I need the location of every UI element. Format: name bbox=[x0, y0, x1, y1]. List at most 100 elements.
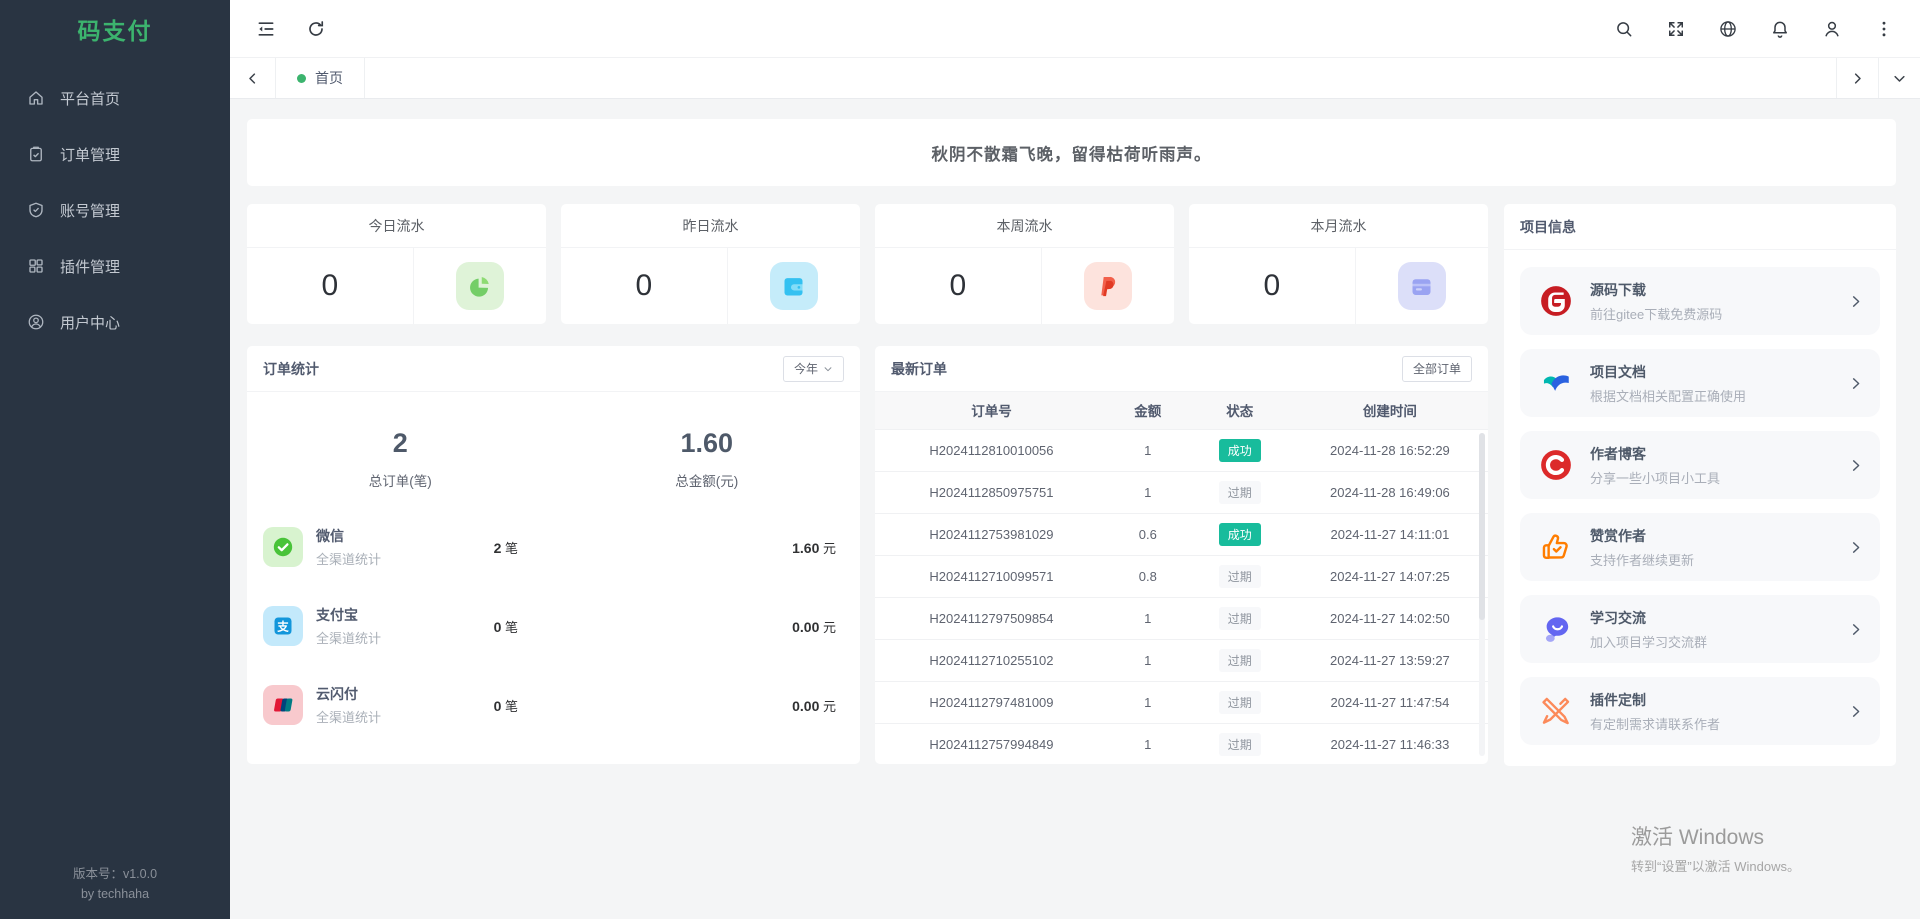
svg-text:支: 支 bbox=[276, 619, 289, 633]
stat-card-value: 0 bbox=[561, 248, 728, 324]
order-no: H2024112710099571 bbox=[875, 554, 1108, 597]
header-icon[interactable] bbox=[1874, 19, 1894, 39]
project-info-item[interactable]: 学习交流 加入项目学习交流群 bbox=[1520, 595, 1880, 663]
order-amount: 1 bbox=[1107, 638, 1188, 681]
total-value: 2 bbox=[392, 428, 408, 458]
range-select[interactable]: 今年 bbox=[782, 355, 844, 382]
shield-check-icon bbox=[27, 201, 45, 219]
channel-name: 支付宝 bbox=[316, 607, 358, 623]
channel-name: 云闪付 bbox=[316, 686, 358, 702]
order-amount: 0.6 bbox=[1107, 512, 1188, 555]
header-icon[interactable] bbox=[306, 19, 326, 39]
docs-icon bbox=[1537, 364, 1575, 402]
stat-card-value: 0 bbox=[1189, 248, 1356, 324]
channel-list: 微信 全渠道统计 2 笔 1.60 元 支 bbox=[247, 496, 860, 726]
tabs-back-button[interactable] bbox=[230, 58, 276, 98]
project-info-title: 项目信息 bbox=[1520, 218, 1576, 235]
order-created-at: 2024-11-28 16:52:29 bbox=[1291, 428, 1488, 471]
stat-card-title: 本月流水 bbox=[1189, 204, 1488, 248]
header-icon[interactable] bbox=[1666, 19, 1686, 39]
channel-amount: 0.00 元 bbox=[792, 618, 836, 635]
sidebar-item[interactable]: 账号管理 bbox=[0, 182, 230, 238]
project-info-item[interactable]: 源码下载 前往gitee下载免费源码 bbox=[1520, 267, 1880, 335]
channel-row: 云闪付 全渠道统计 0 笔 0.00 元 bbox=[263, 684, 836, 726]
order-stats-title: 订单统计 bbox=[263, 360, 319, 377]
latest-orders-panel: 最新订单 全部订单 订单号 金额 状态 bbox=[875, 346, 1488, 764]
tab-home[interactable]: 首页 bbox=[276, 58, 365, 98]
version-text: 版本号：v1.0.0 bbox=[72, 866, 158, 881]
order-amount: 1 bbox=[1107, 428, 1188, 471]
order-row: H2024112810010056 1 成功 2024-11-28 16:52:… bbox=[875, 428, 1488, 471]
sidebar-menu: 平台首页 订单管理 账号管理 插件管理 bbox=[0, 70, 230, 350]
custom-tools-icon bbox=[1537, 692, 1575, 730]
order-no: H2024112810010056 bbox=[875, 428, 1108, 471]
order-amount: 1 bbox=[1107, 722, 1188, 764]
channel-count: 0 笔 bbox=[493, 697, 519, 714]
home-icon bbox=[27, 89, 45, 107]
project-item-title: 源码下载 bbox=[1590, 281, 1646, 298]
tabs-menu-button[interactable] bbox=[1878, 58, 1920, 98]
sidebar-footer: 版本号：v1.0.0 by techhaha bbox=[0, 864, 230, 905]
total-stat: 1.60 总金额(元) bbox=[554, 428, 861, 490]
order-created-at: 2024-11-27 11:47:54 bbox=[1291, 680, 1488, 723]
alipay-icon: 支 bbox=[263, 606, 303, 646]
stat-card: 今日流水 0 bbox=[247, 204, 546, 324]
latest-orders-title: 最新订单 bbox=[891, 360, 947, 377]
order-created-at: 2024-11-28 16:49:06 bbox=[1291, 470, 1488, 513]
order-amount: 1 bbox=[1107, 470, 1188, 513]
sidebar-item[interactable]: 订单管理 bbox=[0, 126, 230, 182]
orders-table-wrap: 订单号 金额 状态 创建时间 bbox=[875, 392, 1488, 764]
total-stat: 2 总订单(笔) bbox=[247, 428, 554, 490]
header-icon[interactable] bbox=[256, 19, 276, 39]
total-label: 总金额(元) bbox=[675, 474, 739, 489]
sidebar-item-label: 订单管理 bbox=[60, 146, 121, 164]
status-badge: 过期 bbox=[1218, 564, 1261, 588]
order-icon bbox=[27, 145, 45, 163]
view-all-orders-button[interactable]: 全部订单 bbox=[1401, 355, 1472, 382]
chevron-right-icon bbox=[1848, 376, 1863, 391]
stat-card-title: 今日流水 bbox=[247, 204, 546, 248]
sidebar-item[interactable]: 用户中心 bbox=[0, 294, 230, 350]
project-info-item[interactable]: 项目文档 根据文档相关配置正确使用 bbox=[1520, 349, 1880, 417]
stat-card: 本月流水 0 bbox=[1189, 204, 1488, 324]
project-info-item[interactable]: 作者博客 分享一些小项目小工具 bbox=[1520, 431, 1880, 499]
project-info-item[interactable]: 赞赏作者 支持作者继续更新 bbox=[1520, 513, 1880, 581]
channel-amount: 0.00 元 bbox=[792, 697, 836, 714]
header-icon[interactable] bbox=[1614, 19, 1634, 39]
channel-name: 微信 bbox=[316, 528, 344, 544]
chevron-down-icon bbox=[1892, 71, 1907, 86]
order-stats-panel: 订单统计 今年 2 bbox=[247, 346, 860, 764]
order-amount: 1 bbox=[1107, 596, 1188, 639]
sidebar-item-label: 用户中心 bbox=[60, 314, 121, 332]
stat-card-title: 本周流水 bbox=[875, 204, 1174, 248]
col-amount: 金额 bbox=[1107, 392, 1188, 429]
gitee-icon bbox=[1537, 282, 1575, 320]
col-status: 状态 bbox=[1187, 392, 1292, 429]
order-amount: 1 bbox=[1107, 680, 1188, 723]
project-info-item[interactable]: 插件定制 有定制需求请联系作者 bbox=[1520, 677, 1880, 745]
tabs-forward-button[interactable] bbox=[1836, 58, 1878, 98]
content-area: 秋阴不散霜飞晚，留得枯荷听雨声。 今日流水 0 bbox=[230, 99, 1920, 919]
total-value: 1.60 bbox=[680, 428, 734, 458]
sidebar-item[interactable]: 插件管理 bbox=[0, 238, 230, 294]
status-badge: 过期 bbox=[1218, 606, 1261, 630]
stat-card: 本周流水 0 bbox=[875, 204, 1174, 324]
tab-label: 首页 bbox=[315, 70, 343, 86]
table-scrollbar[interactable] bbox=[1479, 433, 1485, 756]
chevron-right-icon bbox=[1848, 540, 1863, 555]
order-no: H2024112757994849 bbox=[875, 722, 1108, 764]
status-badge: 过期 bbox=[1218, 480, 1261, 504]
paypal-icon bbox=[1083, 262, 1132, 310]
sidebar-item[interactable]: 平台首页 bbox=[0, 70, 230, 126]
header-left-icons bbox=[256, 19, 326, 39]
header-icon[interactable] bbox=[1770, 19, 1790, 39]
header-icon[interactable] bbox=[1822, 19, 1842, 39]
header-icon[interactable] bbox=[1718, 19, 1738, 39]
order-created-at: 2024-11-27 14:02:50 bbox=[1291, 596, 1488, 639]
order-no: H2024112850975751 bbox=[875, 470, 1108, 513]
stat-card-value: 0 bbox=[875, 248, 1042, 324]
col-created-at: 创建时间 bbox=[1291, 392, 1488, 429]
project-item-desc: 根据文档相关配置正确使用 bbox=[1590, 388, 1747, 404]
chevron-right-icon bbox=[1850, 71, 1865, 86]
